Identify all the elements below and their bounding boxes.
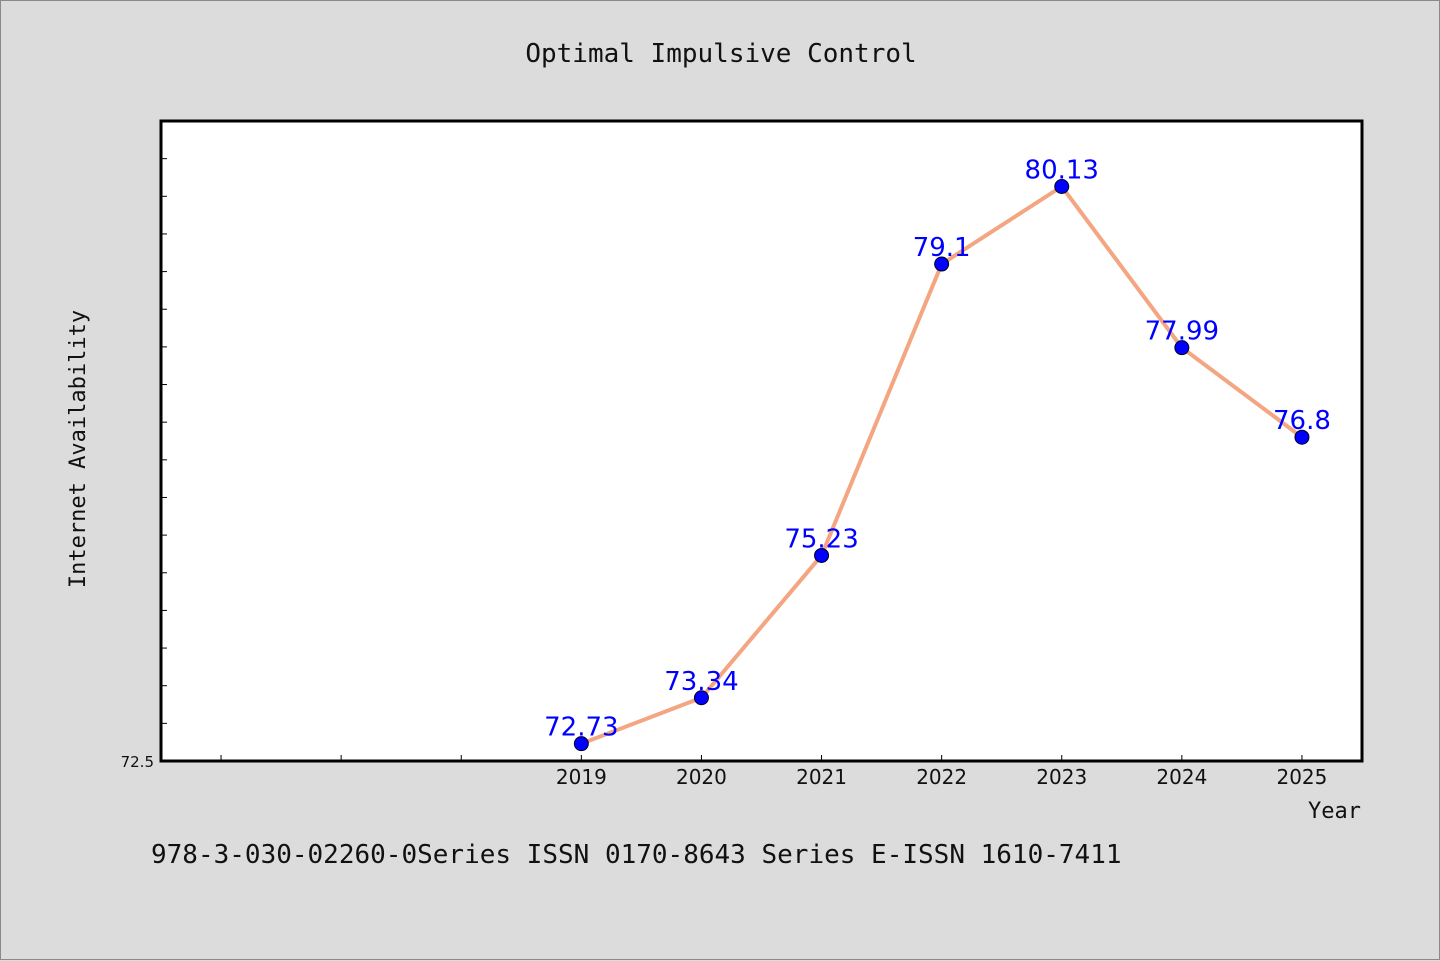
plot-area: [161, 121, 1362, 761]
x-tick-label: 2022: [916, 765, 967, 789]
x-axis-label: Year: [1308, 799, 1361, 824]
x-tick-label: 2023: [1036, 765, 1087, 789]
data-point: [1174, 340, 1190, 356]
data-label: 80.13: [1025, 156, 1099, 186]
x-tick-label: 2019: [556, 765, 607, 789]
y-axis-label: Internet Availability: [66, 310, 91, 588]
data-point: [1294, 429, 1310, 445]
x-axis-tick-labels: 2019 2020 2021 2022 2023 2024 2025: [556, 765, 1328, 789]
data-label: 75.23: [784, 524, 858, 554]
data-label: 73.34: [664, 667, 738, 697]
x-tick-label: 2024: [1156, 765, 1207, 789]
data-point: [693, 690, 709, 706]
plot-border: [159, 119, 1364, 763]
data-label: 77.99: [1145, 317, 1219, 347]
data-labels: 72.73 73.34 75.23 79.1 80.13 77.99 76.8: [544, 156, 1331, 743]
data-label: 76.8: [1273, 406, 1331, 436]
data-point: [573, 736, 589, 752]
x-tick-label: 2025: [1276, 765, 1327, 789]
data-point: [814, 547, 830, 563]
chart-title: Optimal Impulsive Control: [525, 39, 916, 69]
x-tick-label: 2021: [796, 765, 847, 789]
data-point: [934, 256, 950, 272]
series-markers: [573, 179, 1310, 752]
data-label: 72.73: [544, 713, 618, 743]
data-label: 79.1: [913, 233, 971, 263]
y-tick-label: 72.5: [121, 753, 154, 771]
data-point: [1054, 179, 1070, 195]
footnote-text: 978-3-030-02260-0Series ISSN 0170-8643 S…: [151, 840, 1122, 870]
x-tick-label: 2020: [676, 765, 727, 789]
